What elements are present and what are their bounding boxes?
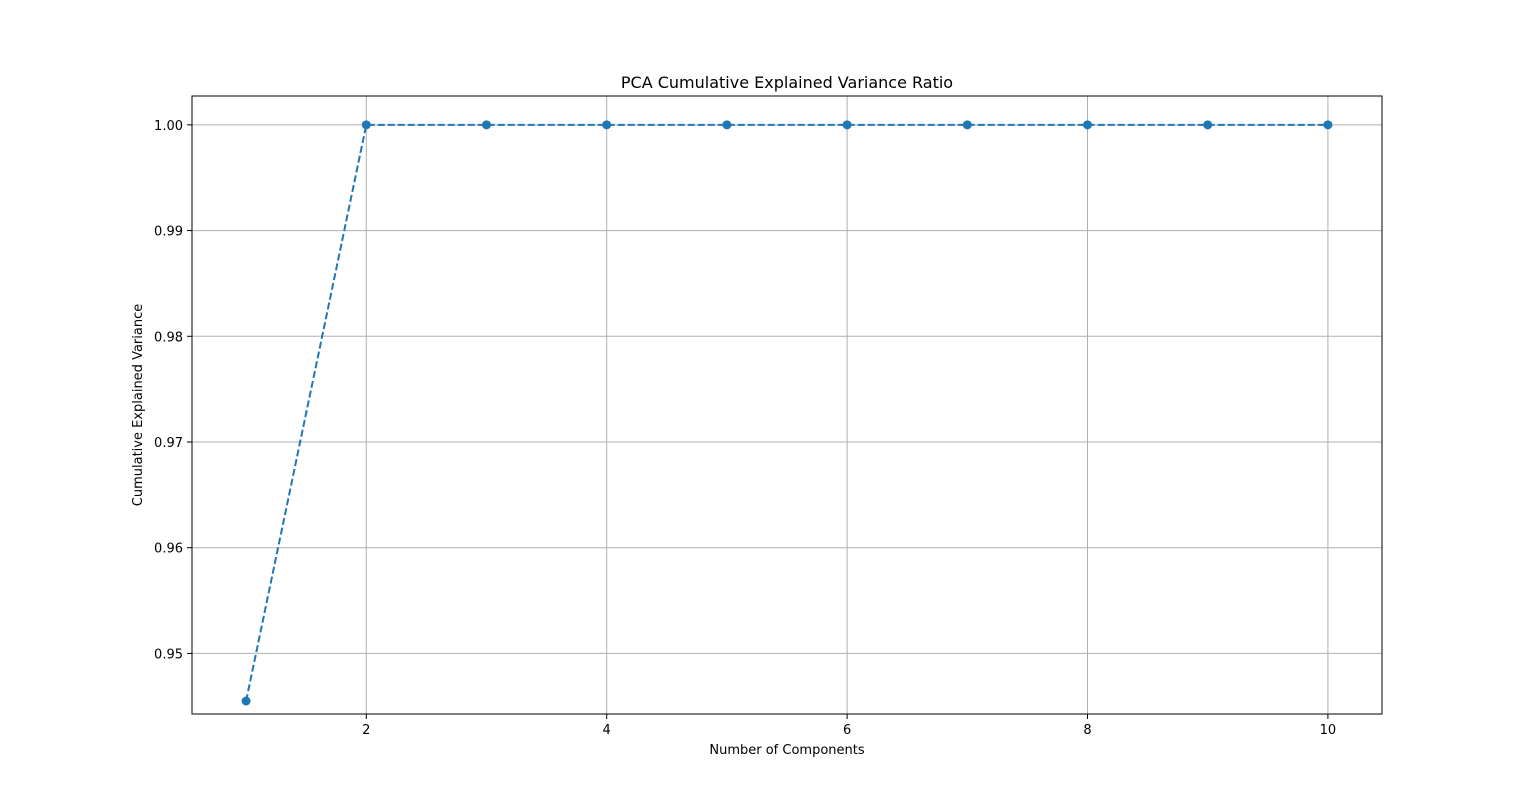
y-tick-label: 0.95: [154, 647, 183, 662]
data-point: [241, 696, 251, 706]
y-tick-label: 1.00: [154, 119, 183, 134]
x-axis-label: Number of Components: [709, 743, 864, 758]
y-tick-label: 0.96: [154, 542, 183, 557]
x-tick-label: 2: [362, 723, 370, 738]
x-tick-label: 8: [1083, 723, 1091, 738]
data-point: [1323, 120, 1333, 130]
data-point: [842, 120, 852, 130]
y-tick-label: 0.98: [154, 330, 183, 345]
data-point: [722, 120, 732, 130]
x-tick-label: 6: [843, 723, 851, 738]
x-tick-label: 10: [1320, 723, 1337, 738]
data-point: [962, 120, 972, 130]
y-tick-label: 0.97: [154, 436, 183, 451]
plot-area-frame: [191, 95, 1383, 715]
data-point: [1203, 120, 1213, 130]
data-point: [1083, 120, 1093, 130]
x-tick-label: 4: [603, 723, 611, 738]
y-tick-label: 0.99: [154, 225, 183, 240]
y-axis-label: Cumulative Explained Variance: [131, 304, 146, 506]
axis-ticks: 2 4 6 8 10 0.95 0.96 0.97 0.98 0.99 1.00: [154, 119, 1336, 738]
data-point: [602, 120, 612, 130]
data-point: [361, 120, 371, 130]
data-point: [481, 120, 491, 130]
series: [241, 120, 1333, 706]
chart-title: PCA Cumulative Explained Variance Ratio: [621, 73, 953, 92]
